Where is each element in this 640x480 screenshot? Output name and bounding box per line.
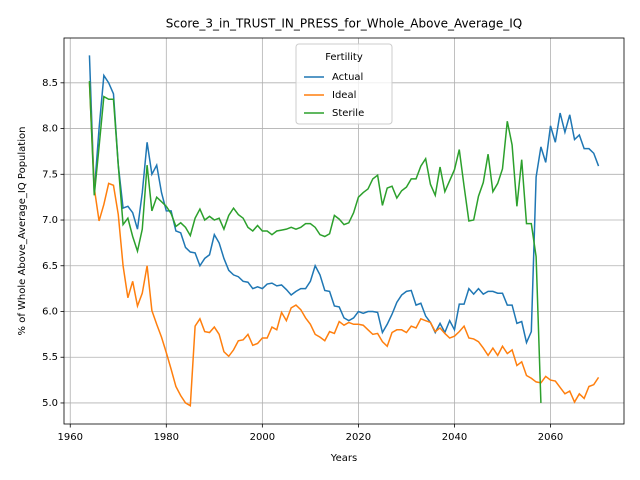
data-line bbox=[88, 80, 542, 403]
x-tick-label: 2020 bbox=[346, 432, 371, 443]
y-tick-label: 8.0 bbox=[42, 124, 58, 135]
y-tick-label: 5.0 bbox=[42, 398, 58, 409]
x-tick-label: 2000 bbox=[250, 432, 275, 443]
x-tick-label: 1980 bbox=[154, 432, 179, 443]
legend-title: Fertility bbox=[325, 52, 363, 63]
legend-label: Sterile bbox=[332, 108, 364, 119]
y-tick-label: 7.0 bbox=[42, 215, 58, 226]
legend-label: Actual bbox=[332, 72, 363, 83]
y-tick-label: 5.5 bbox=[42, 352, 58, 363]
y-axis-label: % of Whole Above_Average_IQ Population bbox=[17, 127, 28, 336]
chart-title: Score_3_in_TRUST_IN_PRESS_for_Whole_Abov… bbox=[166, 17, 522, 31]
y-tick-label: 7.5 bbox=[42, 169, 58, 180]
x-axis-label: Years bbox=[330, 453, 357, 464]
y-tick-label: 6.5 bbox=[42, 261, 58, 272]
y-tick-label: 6.0 bbox=[42, 306, 58, 317]
x-tick-label: 2060 bbox=[538, 432, 563, 443]
x-tick-label: 2040 bbox=[442, 432, 467, 443]
legend: Fertility Actual Ideal Sterile bbox=[295, 43, 393, 125]
x-tick-label: 1960 bbox=[58, 432, 83, 443]
plot-frame bbox=[63, 37, 625, 425]
y-tick-label: 8.5 bbox=[42, 78, 58, 89]
legend-label: Ideal bbox=[332, 90, 356, 101]
data-line bbox=[88, 82, 600, 407]
legend-box bbox=[295, 43, 393, 125]
